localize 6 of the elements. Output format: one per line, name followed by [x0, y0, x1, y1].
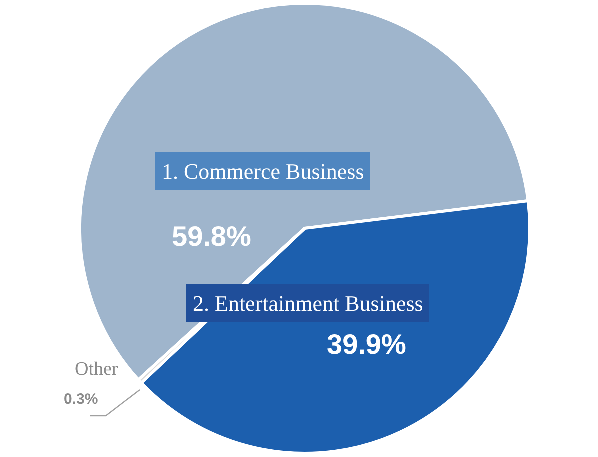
slice-label: 2. Entertainment Business — [193, 291, 424, 316]
data-label: 59.8% — [172, 221, 252, 252]
data-label: 0.3% — [64, 391, 98, 408]
slice-label: Other — [75, 359, 119, 380]
slice-label: 1. Commerce Business — [162, 159, 364, 184]
data-label: 39.9% — [327, 329, 406, 360]
